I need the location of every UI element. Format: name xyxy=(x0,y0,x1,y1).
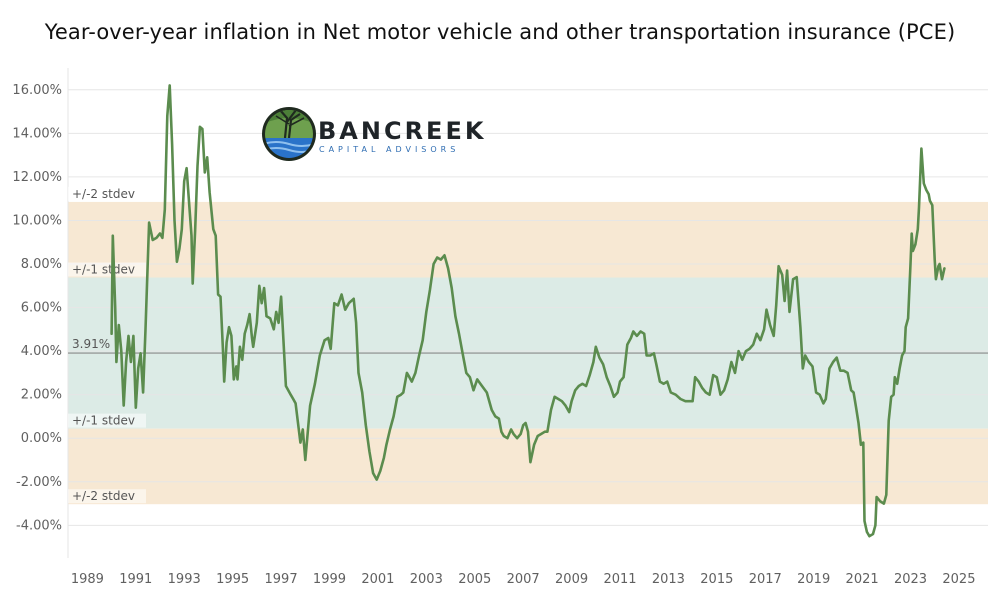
x-tick-label: 2019 xyxy=(797,572,830,587)
y-tick-label: -2.00% xyxy=(16,475,62,490)
series-group xyxy=(110,84,946,538)
band-label-plus2: +/-2 stdev xyxy=(72,187,135,201)
band-label-minus2: +/-2 stdev xyxy=(72,489,135,503)
band-label-bg xyxy=(68,489,146,504)
gridlines xyxy=(67,68,988,558)
tree-river-logo-icon xyxy=(262,107,316,161)
x-tick-label: 2023 xyxy=(894,572,927,587)
x-tick-label: 2003 xyxy=(410,572,443,587)
x-tick-label: 2025 xyxy=(942,572,975,587)
x-tick-label: 2005 xyxy=(458,572,491,587)
band-label-minus1: +/-1 stdev xyxy=(72,414,135,428)
y-tick-label: 4.00% xyxy=(21,344,62,359)
band-label-plus1: +/-1 stdev xyxy=(72,263,135,277)
y-tick-label: 12.00% xyxy=(12,170,62,185)
series-line-0 xyxy=(110,84,946,538)
x-tick-label: 2021 xyxy=(846,572,879,587)
y-tick-labels: -4.00% -2.00% 0.00% 2.00% 4.00% 6.00% 8.00% 10.… xyxy=(12,83,62,534)
mean-label: 3.91% xyxy=(72,337,110,351)
y-tick-label: -4.00% xyxy=(16,518,62,533)
band-label-bg xyxy=(68,262,146,277)
y-tick-label: 0.00% xyxy=(21,431,62,446)
x-tick-label: 1995 xyxy=(216,572,249,587)
x-tick-label: 2017 xyxy=(749,572,782,587)
x-tick-label: 2001 xyxy=(361,572,394,587)
x-tick-label: 2009 xyxy=(555,572,588,587)
y-tick-label: 16.00% xyxy=(12,83,62,98)
y-tick-label: 8.00% xyxy=(21,257,62,272)
logo-name: BANCREEK xyxy=(318,117,486,145)
x-tick-label: 1999 xyxy=(313,572,346,587)
y-tick-label: 10.00% xyxy=(12,213,62,228)
bancreek-logo: BANCREEK CAPITAL ADVISORS xyxy=(262,107,486,161)
band-label-bg xyxy=(68,413,146,428)
x-tick-label: 1991 xyxy=(119,572,152,587)
x-tick-label: 1997 xyxy=(265,572,298,587)
x-tick-label: 2015 xyxy=(700,572,733,587)
x-tick-label: 2007 xyxy=(507,572,540,587)
stdev-band-labels: +/-2 stdev +/-1 stdev +/-1 stdev +/-2 stdev xyxy=(68,186,146,504)
y-tick-label: 6.00% xyxy=(21,301,62,316)
band-upper-2sd xyxy=(68,201,988,278)
mean-line-group: 3.91% xyxy=(68,337,988,354)
x-tick-label: 2013 xyxy=(652,572,685,587)
logo-tagline: CAPITAL ADVISORS xyxy=(319,145,459,154)
y-tick-label: 2.00% xyxy=(21,388,62,403)
x-tick-labels: 1989 1991 1993 1995 1997 1999 2001 2003 2005 2007… xyxy=(71,572,976,587)
band-label-bg xyxy=(68,186,146,201)
y-tick-label: 14.00% xyxy=(12,126,62,141)
chart-title: Year-over-year inflation in Net motor ve… xyxy=(44,20,956,44)
x-tick-label: 2011 xyxy=(603,572,636,587)
x-tick-label: 1989 xyxy=(71,572,104,587)
x-tick-label: 1993 xyxy=(168,572,201,587)
